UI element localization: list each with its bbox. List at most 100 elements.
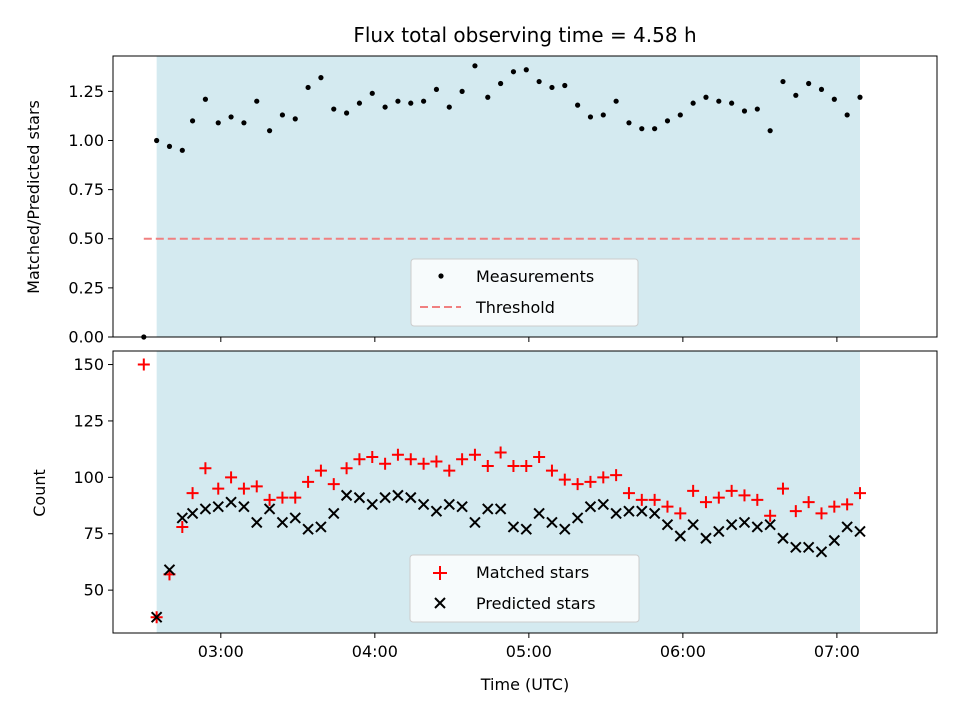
predicted-star-point (469, 516, 481, 529)
predicted-star-point (328, 507, 340, 520)
measurement-point (613, 98, 619, 104)
ratio-panel-frame (112, 55, 938, 338)
matched-star-point (417, 457, 430, 470)
measurement-point (305, 84, 311, 91)
matched-star-point (314, 464, 327, 477)
predicted-star-point (559, 523, 571, 535)
predicted-star-point (289, 512, 301, 524)
y-tick-label: 100 (73, 468, 104, 487)
predicted-star-point (212, 500, 224, 513)
matched-star-point (597, 471, 610, 484)
ratio-legend-box (410, 258, 639, 327)
predicted-star-point (251, 516, 263, 529)
predicted-star-point (340, 489, 353, 502)
matched-star-point (443, 464, 456, 477)
matched-star-point (545, 464, 558, 477)
matched-star-point (199, 462, 212, 475)
matched-star-point (276, 491, 289, 504)
measurement-point (587, 114, 594, 120)
measurement-point (677, 112, 683, 118)
measurement-point (831, 96, 837, 102)
measurement-point (600, 112, 606, 118)
measurement-points (141, 63, 863, 340)
ratio-y-axis-label: Matched/Predicted stars (24, 100, 43, 294)
matched-star-point (776, 482, 789, 495)
predicted-star-point (648, 507, 661, 520)
predicted-star-point (584, 500, 597, 513)
y-tick-label: 0.75 (68, 180, 104, 199)
predicted-star-point (815, 546, 828, 558)
matched-star-point (841, 498, 854, 511)
matched-star-point (379, 457, 392, 470)
predicted-star-point (571, 512, 584, 524)
predicted-star-point (163, 564, 176, 576)
y-tick-label: 0.00 (68, 328, 104, 347)
predicted-star-point (507, 521, 520, 533)
matched-star-point (494, 446, 507, 459)
matched-star-point (674, 507, 687, 520)
predicted-star-point (392, 489, 404, 502)
predicted-star-point (520, 523, 532, 535)
measurement-point (780, 78, 786, 85)
legend-threshold-label: Threshold (475, 298, 555, 317)
y-tick-label: 0.50 (68, 229, 104, 248)
predicted-star-point (597, 498, 610, 511)
measurement-point (179, 147, 185, 153)
ratio-legend: Measurements Threshold (410, 258, 639, 327)
predicted-star-point (674, 530, 687, 542)
matched-star-point (648, 493, 661, 506)
predicted-star-point (302, 523, 314, 535)
count-points (137, 358, 866, 624)
predicted-star-point (764, 519, 776, 531)
predicted-star-point (533, 507, 545, 520)
matched-star-point (340, 462, 353, 475)
measurement-point (446, 104, 452, 110)
legend-matched-marker (433, 566, 447, 580)
y-tick-label: 50 (84, 581, 104, 600)
legend-measurements-label: Measurements (476, 267, 594, 286)
ratio-x-ticks (220, 337, 838, 342)
measurement-point (716, 98, 722, 104)
predicted-star-point (494, 503, 507, 515)
matched-star-point (391, 448, 404, 461)
measurement-point (818, 86, 825, 93)
measurement-point (510, 69, 517, 75)
measurement-point (356, 100, 363, 106)
predicted-star-point (430, 505, 443, 517)
measurement-point (459, 88, 465, 94)
predicted-star-point (841, 521, 853, 533)
x-tick-label: 03:00 (198, 642, 244, 661)
measurement-point (382, 104, 388, 110)
predicted-star-point (790, 541, 802, 553)
x-tick-label: 06:00 (660, 642, 706, 661)
measurement-point (793, 92, 799, 98)
predicted-star-point (546, 516, 558, 529)
measurement-point (202, 96, 209, 102)
measurement-point (639, 126, 645, 132)
measurement-point (241, 120, 247, 126)
matched-star-point (815, 507, 828, 520)
matched-star-point (789, 505, 802, 518)
measurement-point (664, 118, 671, 124)
x-axis-label: Time (UTC) (480, 675, 569, 694)
measurement-point (857, 94, 863, 100)
measurement-point (369, 90, 375, 96)
predicted-star-point (751, 521, 764, 533)
measurement-point (472, 63, 478, 69)
matched-star-point (725, 484, 738, 497)
predicted-star-point (725, 519, 738, 531)
predicted-star-point (225, 496, 237, 508)
measurement-point (266, 128, 273, 134)
predicted-star-point (315, 521, 327, 533)
y-tick-label: 1.25 (68, 82, 104, 101)
measurement-point (343, 110, 350, 116)
count-legend: Matched stars Predicted stars (409, 554, 640, 623)
matched-star-point (366, 451, 379, 464)
count-panel-frame (112, 350, 938, 634)
matched-star-point (738, 489, 751, 502)
predicted-star-point (854, 525, 866, 538)
y-tick-label: 0.25 (68, 278, 104, 297)
measurement-point (523, 67, 529, 73)
